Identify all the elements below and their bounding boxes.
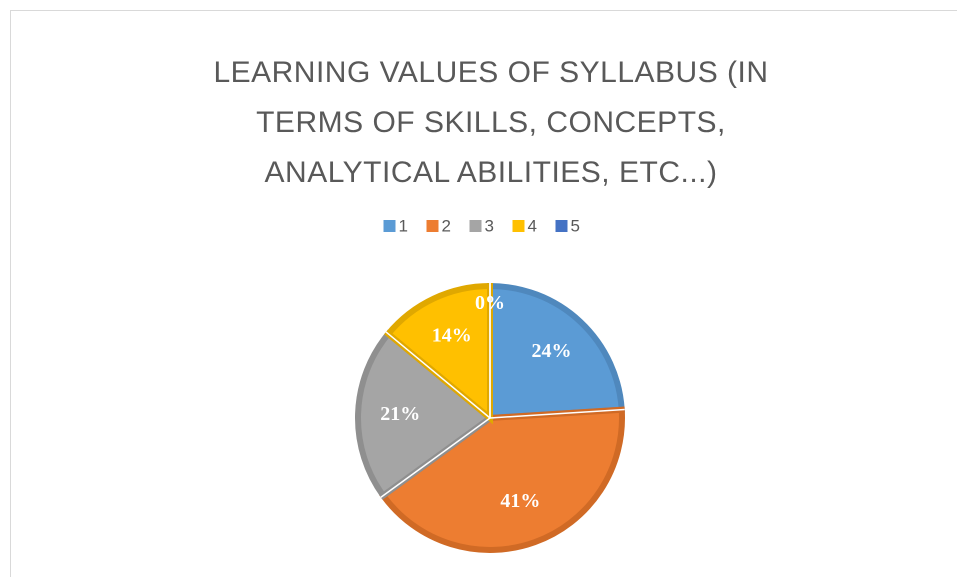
legend-label: 5	[571, 216, 580, 235]
chart-title: LEARNING VALUES OF SYLLABUS (IN TERMS OF…	[213, 56, 769, 189]
chart-border	[10, 10, 957, 577]
slice-separator	[489, 408, 625, 419]
data-label: 24%	[531, 340, 571, 362]
pie-slice	[355, 329, 495, 500]
slice-separator	[385, 331, 491, 419]
pie-slice	[379, 406, 625, 553]
data-label: 41%	[500, 490, 540, 512]
data-label: 21%	[380, 403, 420, 425]
legend-swatch	[383, 220, 396, 232]
legend-swatch	[426, 220, 439, 232]
legend-label: 2	[442, 216, 451, 235]
legend-swatch	[469, 220, 482, 232]
legend-swatch	[512, 220, 525, 232]
pie-slice	[487, 282, 625, 422]
data-label: 14%	[432, 324, 472, 346]
legend-label: 3	[485, 216, 494, 235]
legend-label: 1	[399, 216, 408, 235]
legend-swatch	[555, 220, 568, 232]
legend-label: 4	[528, 216, 537, 235]
data-label: 0%	[475, 292, 505, 314]
pie-slice	[384, 282, 493, 425]
slice-separator	[380, 417, 491, 498]
